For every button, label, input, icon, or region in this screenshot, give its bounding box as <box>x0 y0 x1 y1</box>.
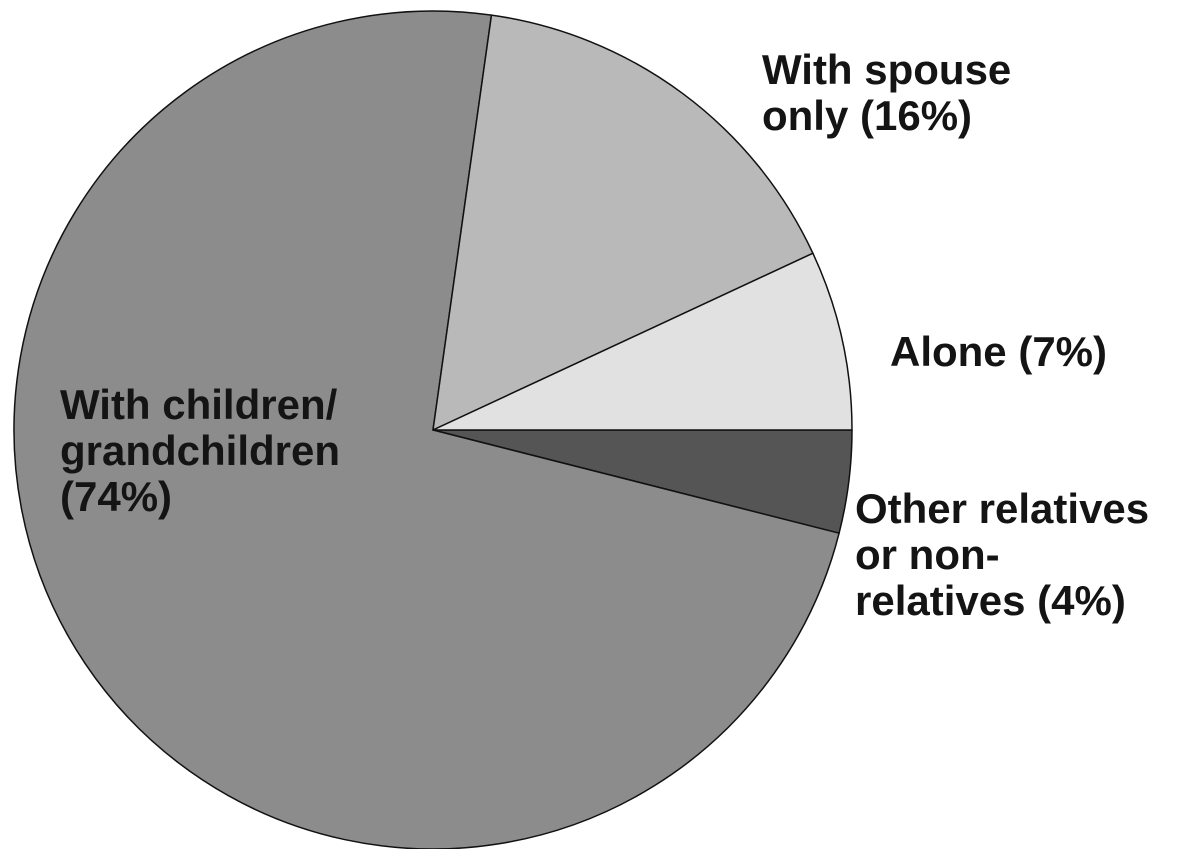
pie-slice <box>432 14 814 431</box>
pie-slice <box>432 252 853 431</box>
slice-label: With children/ grandchildren (74%) <box>60 381 341 520</box>
pie-slice <box>13 10 840 849</box>
slice-label: Other relatives or non-relatives (4%) <box>855 485 1150 624</box>
slice-label: With spouse only (16%) <box>762 46 1012 139</box>
slice-label: Alone (7%) <box>890 328 1108 375</box>
